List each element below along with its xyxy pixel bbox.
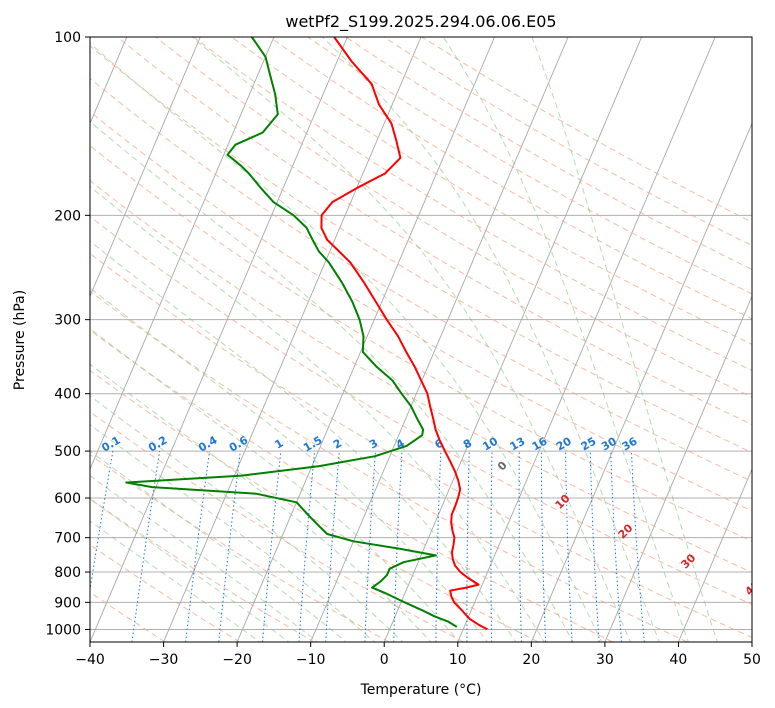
isotherm-line	[90, 37, 275, 471]
mixing-ratio-line	[185, 451, 210, 642]
sounding-series	[125, 37, 488, 631]
isotherm-line	[383, 37, 643, 642]
moist-adiabat-line	[90, 42, 603, 642]
moist-adiabat-line	[90, 498, 290, 642]
mixing-ratio-line	[218, 451, 241, 642]
dry-adiabat-line	[90, 454, 390, 642]
y-tick-label: 600	[54, 491, 81, 507]
mixing-ratio-line	[262, 451, 282, 642]
moist-adiabat-line	[90, 240, 517, 642]
mixing-ratio-line	[131, 451, 161, 642]
dry-adiabat-line	[90, 77, 752, 482]
skewed-isotherms	[90, 37, 752, 642]
y-tick-label: 300	[54, 313, 81, 329]
isotherm-line	[678, 467, 752, 642]
y-tick-label: 700	[54, 531, 81, 547]
moist-adiabat-line	[90, 327, 460, 642]
y-tick-label: 200	[54, 208, 81, 224]
moist-adiabats	[90, 37, 718, 642]
dry-adiabats	[90, 37, 752, 642]
dry-adiabat-line	[90, 145, 752, 542]
moist-adiabat-line	[442, 37, 689, 642]
isotherm-line	[90, 37, 201, 298]
x-axis-title: Temperature (°C)	[360, 682, 482, 698]
y-tick-label: 500	[54, 444, 81, 460]
temperature-line	[320, 37, 488, 631]
moist-adiabat-line	[90, 287, 489, 642]
dry-adiabat-line	[90, 45, 752, 454]
dry-adiabat-line	[90, 369, 539, 642]
moist-adiabat-line	[90, 121, 574, 642]
y-axis-title: Pressure (hPa)	[12, 290, 28, 390]
moist-adiabat-line	[90, 185, 545, 642]
x-tick-label: 0	[380, 652, 389, 668]
dry-adiabat-line	[231, 37, 752, 345]
dry-adiabat-line	[116, 37, 752, 426]
isotherm-line	[90, 37, 348, 642]
x-tick-label: −30	[149, 652, 179, 668]
isobar-gridlines	[90, 37, 752, 630]
dry-adiabat-line	[90, 329, 613, 642]
dry-adiabat-line	[90, 111, 752, 512]
dry-adiabat-line	[193, 37, 752, 372]
isotherm-line	[236, 37, 495, 642]
x-tick-label: −10	[296, 652, 326, 668]
moist-adiabat-line	[531, 37, 718, 642]
moist-adiabat-label: 40	[743, 578, 763, 598]
dewpoint-line	[125, 37, 458, 628]
isotherm-line	[457, 37, 716, 642]
mixing-ratio-line	[90, 451, 114, 593]
moist-adiabat-line	[90, 520, 261, 642]
isotherm-line	[604, 295, 752, 642]
moist-adiabat-line	[90, 474, 319, 642]
y-axis: 100 200 300 400 500 600 700 800 900 1000	[45, 30, 90, 638]
dry-adiabat-line	[90, 179, 752, 573]
plot-frame	[89, 36, 753, 643]
chart-title: wetPf2_S199.2025.294.06.06.E05	[285, 12, 556, 32]
y-tick-label: 100	[54, 30, 81, 46]
mixing-ratio-line	[298, 451, 316, 642]
x-tick-label: 50	[743, 652, 761, 668]
y-tick-label: 400	[54, 387, 81, 403]
x-tick-label: 30	[596, 652, 614, 668]
y-tick-label: 800	[54, 565, 81, 581]
x-tick-label: 10	[449, 652, 467, 668]
x-axis: −40 −30 −20 −10 0 10 20 30 40 50	[75, 642, 761, 668]
moist-adiabat-line	[90, 363, 432, 642]
moist-adiabat-line	[191, 37, 631, 642]
x-tick-label: −20	[222, 652, 252, 668]
moist-adiabat-line	[90, 395, 404, 642]
moist-adiabat-line	[321, 37, 660, 642]
dry-adiabat-line	[90, 252, 752, 639]
mixing-ratio-lines	[90, 451, 645, 642]
dry-adiabat-line	[90, 215, 752, 606]
x-tick-label: 20	[522, 652, 540, 668]
dry-adiabat-line	[90, 498, 315, 642]
y-tick-label: 900	[54, 595, 81, 611]
y-tick-label: 1000	[45, 622, 81, 638]
isotherm-line	[530, 122, 752, 642]
x-tick-label: 40	[670, 652, 688, 668]
x-tick-label: −40	[75, 652, 105, 668]
